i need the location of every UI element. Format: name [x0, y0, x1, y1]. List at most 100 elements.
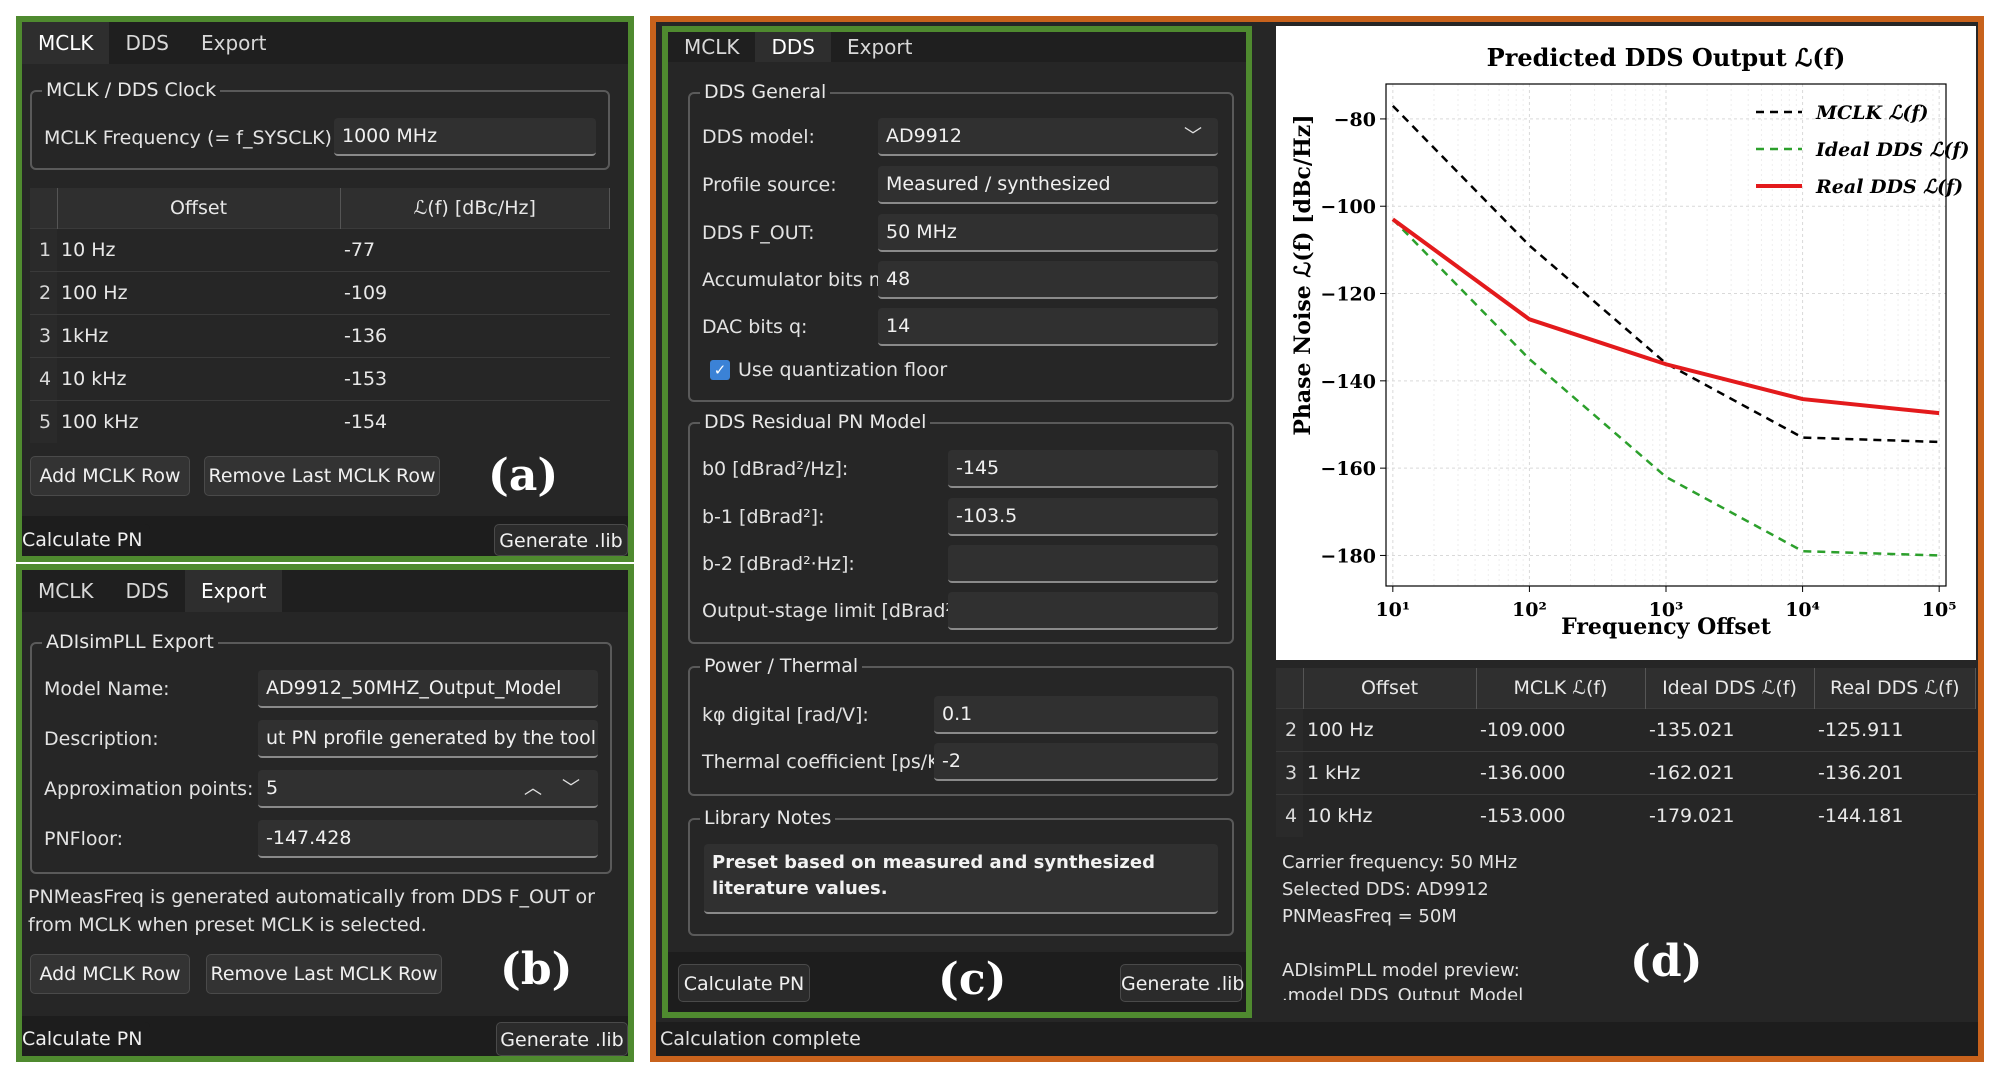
- mclk-frequency-label: MCLK Frequency (= f_SYSCLK):: [44, 127, 339, 149]
- accumulator-bits-label: Accumulator bits m:: [702, 269, 894, 291]
- dds-fout-input[interactable]: 50 MHz: [878, 214, 1218, 252]
- y-tick-label: −120: [1320, 284, 1376, 306]
- table-row[interactable]: 1 10 Hz -77: [30, 228, 610, 272]
- tab-dds[interactable]: DDS: [125, 31, 169, 55]
- info-line: Selected DDS: AD9912: [1282, 879, 1489, 900]
- mclk-frequency-input[interactable]: 1000 MHz: [334, 118, 596, 156]
- profile-source-input[interactable]: Measured / synthesized: [878, 166, 1218, 204]
- remove-last-mclk-row-button[interactable]: Remove Last MCLK Row: [204, 456, 440, 496]
- quantization-floor-checkbox[interactable]: ✓: [710, 360, 730, 380]
- dac-bits-input[interactable]: 14: [878, 308, 1218, 346]
- info-line: ADIsimPLL model preview:: [1282, 960, 1520, 981]
- power-thermal-group: Power / Thermal: [688, 654, 1234, 796]
- b2-label: b-2 [dBrad²·Hz]:: [702, 553, 855, 575]
- tab-export[interactable]: Export: [184, 570, 283, 612]
- dds-model-select[interactable]: AD9912: [878, 118, 1218, 156]
- panel-letter-c: (c): [938, 954, 1007, 1005]
- description-input[interactable]: ut PN profile generated by the tool: [258, 720, 598, 758]
- thermal-coefficient-label: Thermal coefficient [ps/K]:: [702, 751, 954, 773]
- generate-lib-button[interactable]: Generate .lib: [496, 1022, 628, 1056]
- panel-c: MCLK DDS Export DDS General DDS model: A…: [668, 32, 1246, 1012]
- profile-source-label: Profile source:: [702, 174, 837, 196]
- table-row[interactable]: 4 10 kHz -153.000 -179.021 -144.181: [1276, 794, 1976, 837]
- panel-a: MCLK DDS Export MCLK / DDS Clock MCLK Fr…: [22, 22, 628, 556]
- x-tick-label: 10²: [1512, 599, 1547, 621]
- column-header-mclk: MCLK ℒ(f): [1476, 668, 1646, 709]
- group-title: DDS Residual PN Model: [700, 410, 931, 434]
- adisimpll-export-group: ADIsimPLL Export: [30, 630, 612, 874]
- thermal-coefficient-input[interactable]: -2: [934, 743, 1218, 781]
- generate-lib-button[interactable]: Generate .lib: [1120, 964, 1244, 1002]
- y-tick-label: −180: [1320, 545, 1376, 567]
- column-header-offset: Offset: [1303, 668, 1477, 709]
- library-notes-text: Preset based on measured and synthesized…: [712, 852, 1155, 899]
- column-header-real: Real DDS ℒ(f): [1814, 668, 1976, 709]
- generate-lib-button[interactable]: Generate .lib: [494, 524, 628, 556]
- remove-last-mclk-row-button[interactable]: Remove Last MCLK Row: [206, 954, 442, 994]
- table-row[interactable]: 5 100 kHz -154: [30, 400, 610, 443]
- add-mclk-row-button[interactable]: Add MCLK Row: [30, 954, 190, 994]
- tab-mclk[interactable]: MCLK: [22, 22, 110, 64]
- library-notes-textarea[interactable]: Preset based on measured and synthesized…: [704, 844, 1218, 914]
- tab-dds[interactable]: DDS: [125, 579, 169, 603]
- status-bar: [656, 1022, 1978, 1056]
- tab-mclk[interactable]: MCLK: [684, 35, 740, 59]
- tab-bar: MCLK DDS Export: [22, 570, 628, 612]
- b1-input[interactable]: -103.5: [948, 498, 1218, 536]
- x-tick-label: 10⁴: [1785, 599, 1820, 621]
- y-tick-label: −80: [1334, 109, 1376, 131]
- panel-letter-d: (d): [1630, 936, 1703, 987]
- column-header-value: ℒ(f) [dBc/Hz]: [340, 188, 610, 229]
- add-mclk-row-button[interactable]: Add MCLK Row: [30, 456, 190, 496]
- table-row[interactable]: 2 100 Hz -109: [30, 271, 610, 315]
- y-tick-label: −160: [1320, 458, 1376, 480]
- dds-general-group: DDS General: [688, 80, 1234, 402]
- accumulator-bits-input[interactable]: 48: [878, 261, 1218, 299]
- kphi-digital-input[interactable]: 0.1: [934, 696, 1218, 734]
- tab-bar: MCLK DDS Export: [22, 22, 628, 64]
- info-line: PNMeasFreq = 50M: [1282, 906, 1457, 927]
- table-row[interactable]: 3 1kHz -136: [30, 314, 610, 358]
- y-tick-label: −140: [1320, 371, 1376, 393]
- tab-mclk[interactable]: MCLK: [38, 579, 94, 603]
- approximation-points-spinbox[interactable]: 5: [258, 770, 598, 808]
- calculate-pn-button[interactable]: Calculate PN: [22, 1022, 150, 1056]
- output-stage-limit-input[interactable]: [948, 592, 1218, 630]
- tab-dds[interactable]: DDS: [755, 32, 831, 62]
- b2-input[interactable]: [948, 545, 1218, 583]
- pnfloor-input[interactable]: -147.428: [258, 820, 598, 858]
- table-row[interactable]: 4 10 kHz -153: [30, 357, 610, 401]
- dds-residual-pn-group: DDS Residual PN Model: [688, 410, 1234, 644]
- status-text: Calculation complete: [660, 1028, 861, 1050]
- pnfloor-label: PNFloor:: [44, 828, 124, 850]
- approximation-points-label: Approximation points:: [44, 778, 254, 800]
- checkmark-icon: ✓: [713, 361, 727, 379]
- y-tick-label: −100: [1320, 196, 1376, 218]
- chevron-down-icon[interactable]: ﹀: [1184, 126, 1202, 147]
- table-row[interactable]: 2 100 Hz -109.000 -135.021 -125.911: [1276, 708, 1976, 752]
- b1-label: b-1 [dBrad²]:: [702, 506, 825, 528]
- chart-title: Predicted DDS Output ℒ(f): [1487, 43, 1846, 72]
- model-preview-output[interactable]: Carrier frequency: 50 MHz Selected DDS: …: [1276, 840, 1976, 1000]
- spin-up-icon[interactable]: ︿: [524, 778, 542, 799]
- panel-b: MCLK DDS Export ADIsimPLL Export Model N…: [22, 570, 628, 1056]
- group-title: MCLK / DDS Clock: [42, 78, 221, 102]
- calculate-pn-button[interactable]: Calculate PN: [22, 524, 150, 556]
- panel-letter-b: (b): [500, 944, 573, 995]
- model-name-input[interactable]: AD9912_50MHZ_Output_Model: [258, 670, 598, 708]
- mclk-clock-group: MCLK / DDS Clock: [30, 78, 610, 170]
- tab-export[interactable]: Export: [846, 35, 913, 59]
- kphi-digital-label: kφ digital [rad/V]:: [702, 704, 869, 726]
- spin-down-icon[interactable]: ﹀: [562, 778, 580, 799]
- tab-bar: MCLK DDS Export: [668, 32, 1246, 62]
- b0-input[interactable]: -145: [948, 450, 1218, 488]
- group-title: ADIsimPLL Export: [42, 630, 218, 654]
- calculate-pn-button[interactable]: Calculate PN: [678, 964, 810, 1002]
- description-label: Description:: [44, 728, 159, 750]
- y-axis-label: Phase Noise ℒ(f) [dBc/Hz]: [1290, 114, 1316, 435]
- legend-entry: Ideal DDS ℒ(f): [1815, 139, 1970, 161]
- info-line: Carrier frequency: 50 MHz: [1282, 852, 1518, 873]
- group-title: Power / Thermal: [700, 654, 863, 678]
- tab-export[interactable]: Export: [200, 31, 267, 55]
